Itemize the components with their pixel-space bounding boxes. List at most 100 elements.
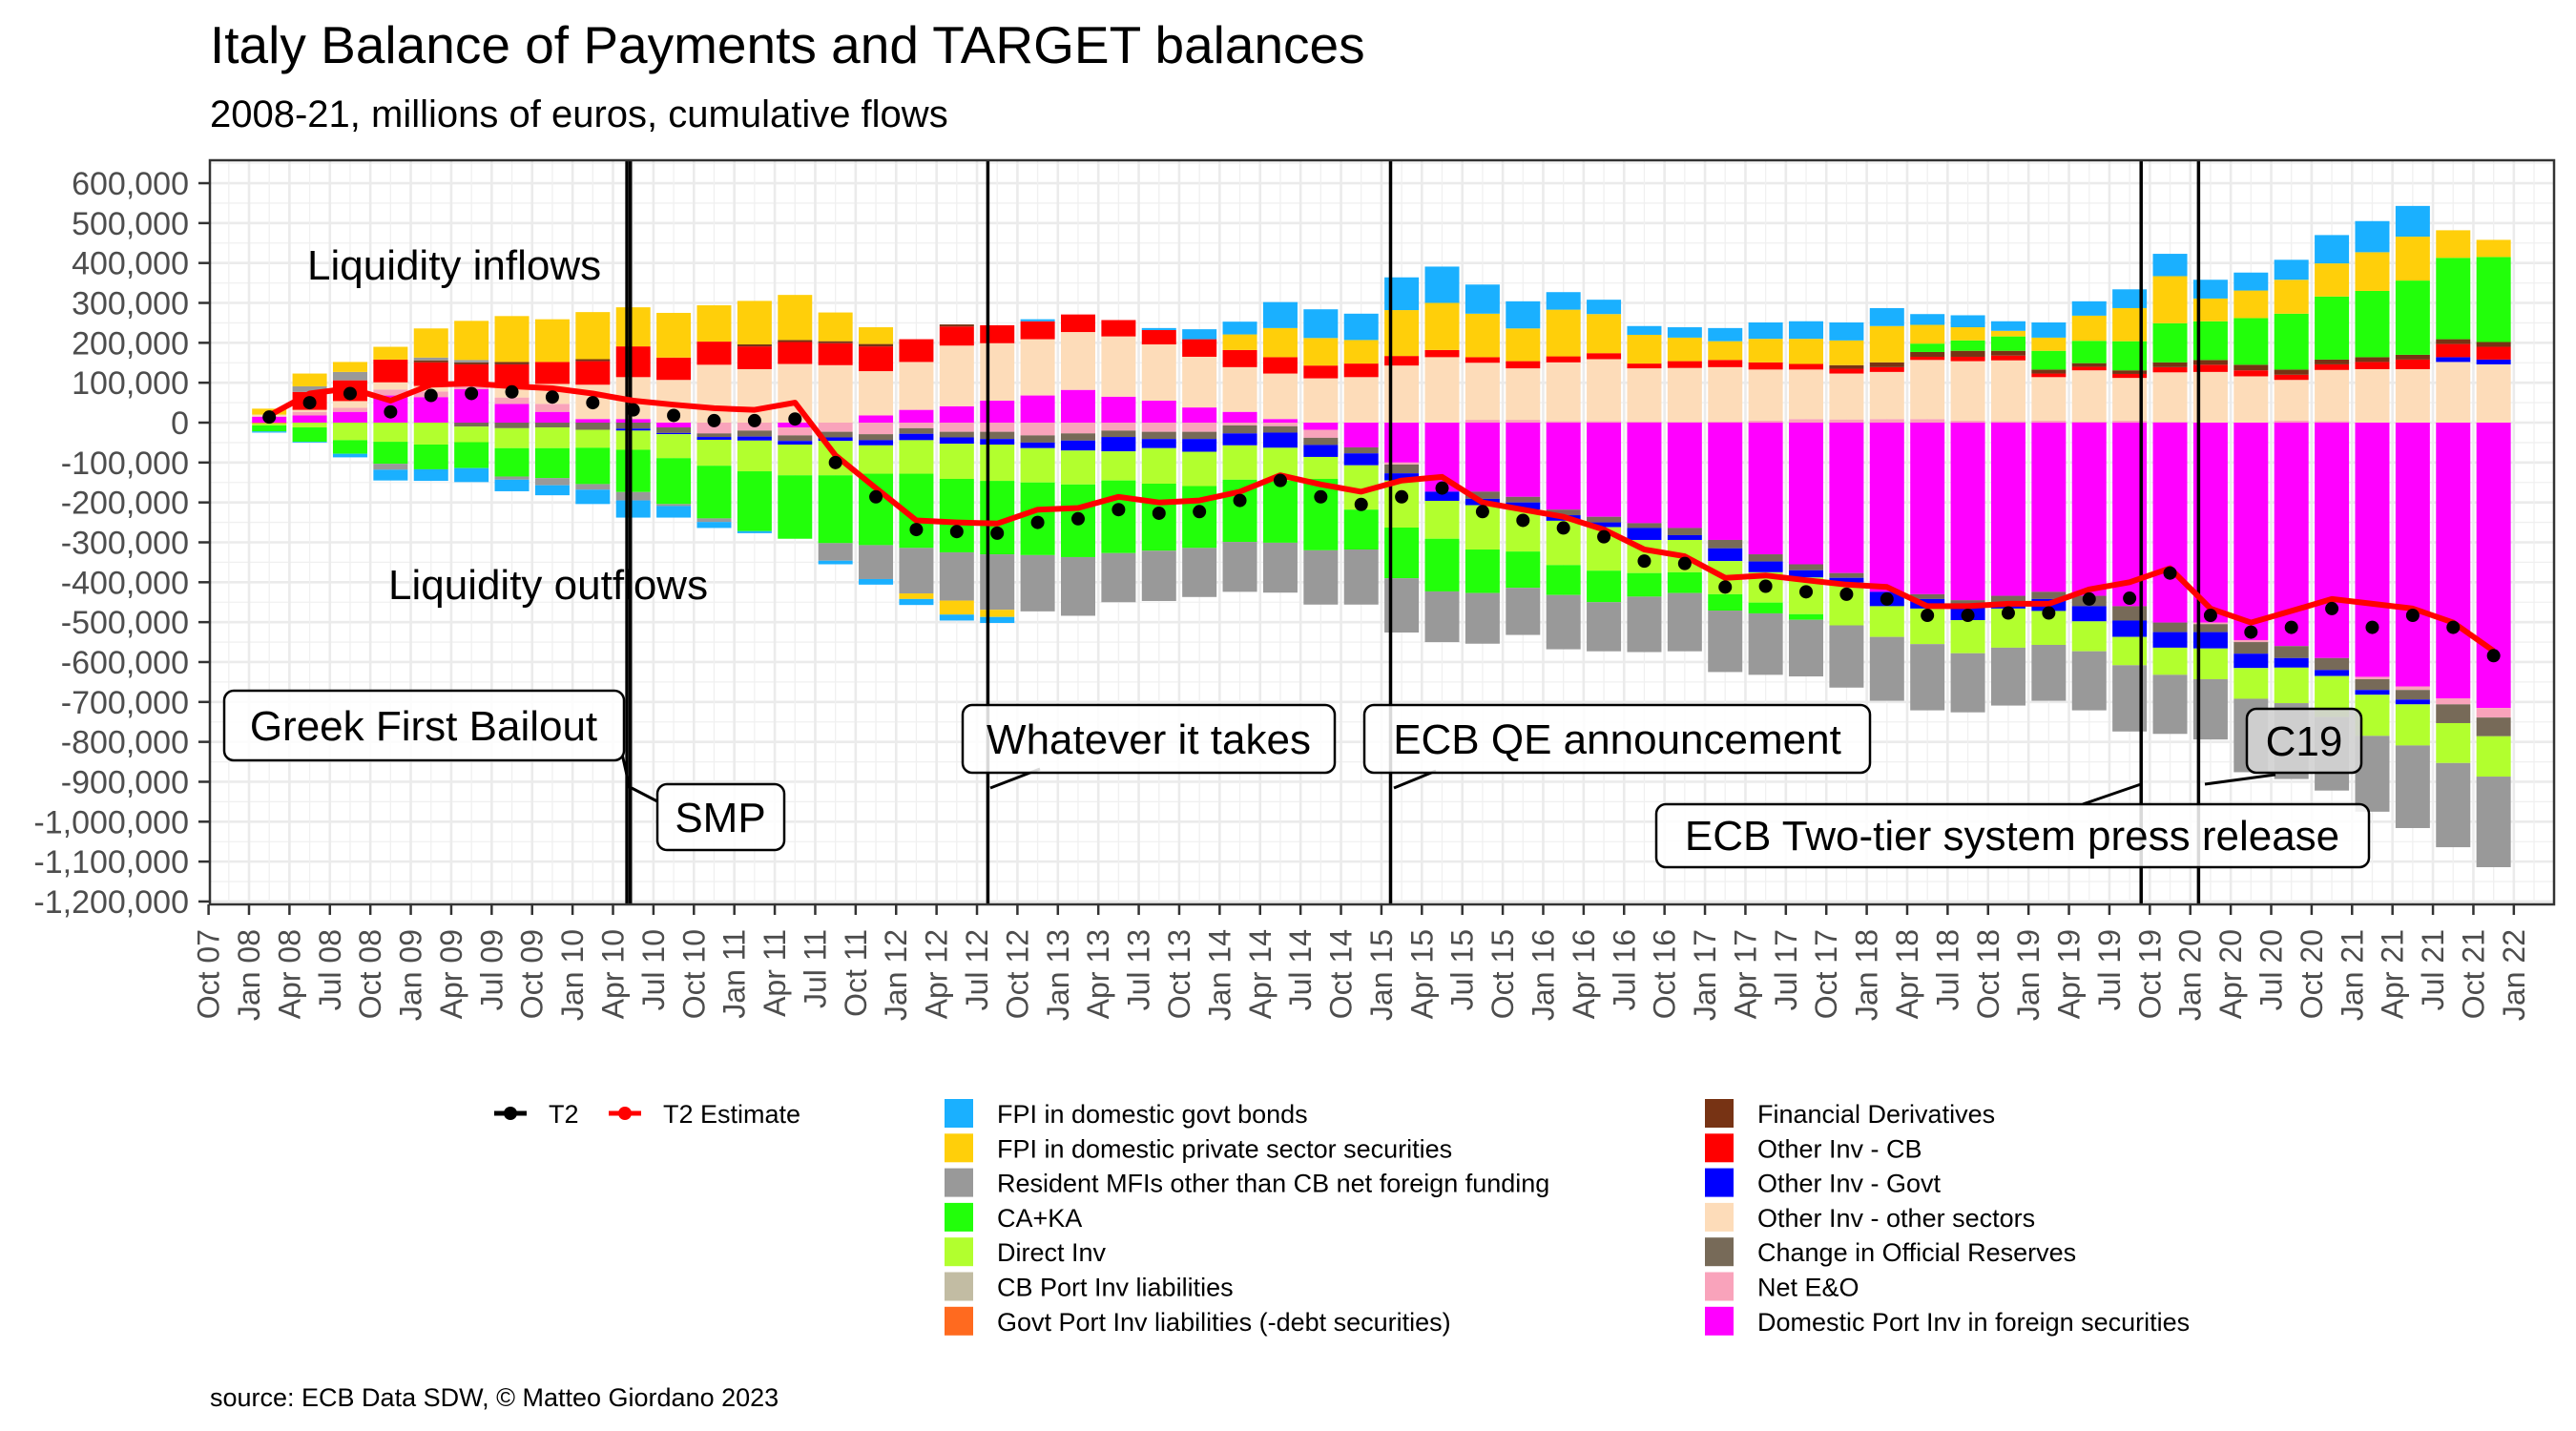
bar-segment-domestic-port-inv-in-foreign-securities (939, 405, 974, 423)
bar-segment-fpi-in-domestic-private-sector-securities (575, 312, 611, 360)
bar-segment-other-inv-other-sectors (1060, 332, 1095, 390)
bar-stack-2017-12 (1829, 322, 1864, 688)
bar-segment-domestic-port-inv-in-foreign-securities (1910, 423, 1945, 594)
bar-segment-resident-mfis-other-than-cb-net-foreign-funding (859, 545, 894, 579)
bar-segment-financial-derivatives (2436, 339, 2471, 344)
bar-segment-financial-derivatives (1990, 350, 2025, 356)
bar-segment-resident-mfis-other-than-cb-net-foreign-funding (1708, 611, 1743, 673)
bar-segment-net-e-o (1303, 429, 1339, 438)
bar-stack-2010-03 (575, 312, 611, 505)
bar-segment-net-e-o (2476, 708, 2511, 718)
x-tick-label: Jul 08 (313, 929, 347, 1010)
bar-stack-2010-12 (696, 305, 732, 529)
bar-segment-other-inv-govt (2274, 657, 2309, 668)
bar-segment-net-e-o (2071, 421, 2107, 423)
legend-swatch (1705, 1237, 1734, 1267)
bar-segment-net-e-o (1950, 420, 1985, 423)
t2-point (909, 523, 924, 537)
y-tick-label: -300,000 (61, 525, 189, 561)
x-tick-label: Apr 12 (920, 929, 954, 1019)
bar-segment-other-inv-govt (1384, 473, 1420, 481)
bar-segment-ca-ka (2395, 280, 2430, 355)
legend-dot-t2 (504, 1107, 517, 1120)
bar-segment-other-inv-other-sectors (1141, 344, 1176, 401)
bar-segment-fpi-in-domestic-govt-bonds (1869, 307, 1904, 326)
bar-segment-ca-ka (696, 466, 732, 519)
bar-segment-direct-inv (1141, 447, 1176, 484)
bar-segment-other-inv-cb (1829, 368, 1864, 374)
bar-segment-other-inv-cb (1546, 356, 1581, 363)
t2-point (1475, 505, 1489, 519)
bar-segment-other-inv-other-sectors (1303, 378, 1339, 423)
bar-segment-change-in-official-reserves (494, 423, 530, 428)
bar-segment-other-inv-cb (778, 342, 813, 364)
bar-segment-other-inv-other-sectors (1182, 356, 1217, 408)
bar-stack-2021-09 (2436, 230, 2471, 848)
bar-stack-2012-12 (1020, 319, 1055, 612)
x-tick-label: Jan 12 (879, 929, 913, 1021)
bar-segment-fpi-in-domestic-govt-bonds (2355, 220, 2390, 253)
legend-item: Other Inv - Govt (1705, 1168, 1942, 1198)
x-tick-label: Jan 16 (1526, 929, 1560, 1021)
x-tick-label: Apr 14 (1243, 929, 1278, 1019)
legend-item: CA+KA (945, 1202, 1082, 1233)
y-tick-label: 400,000 (72, 246, 189, 282)
bar-segment-direct-inv (656, 434, 692, 459)
leader-line-smp (631, 786, 658, 803)
bar-segment-domestic-port-inv-in-foreign-securities (615, 419, 651, 423)
y-tick-label: -900,000 (61, 764, 189, 800)
x-tick-label: Apr 11 (758, 929, 792, 1017)
bar-segment-resident-mfis-other-than-cb-net-foreign-funding (1424, 591, 1460, 643)
bar-segment-other-inv-other-sectors (2395, 368, 2430, 423)
bar-segment-other-inv-other-sectors (1020, 339, 1055, 396)
bar-segment-fpi-in-domestic-private-sector-securities (859, 327, 894, 344)
t2-point (949, 525, 964, 539)
bar-segment-domestic-port-inv-in-foreign-securities (2436, 423, 2471, 699)
legend-label: T2 (549, 1100, 579, 1129)
bar-segment-domestic-port-inv-in-foreign-securities (859, 415, 894, 423)
bar-stack-2017-03 (1708, 327, 1743, 673)
bar-segment-other-inv-cb (454, 363, 489, 383)
bar-segment-fpi-in-domestic-govt-bonds (413, 468, 448, 482)
bar-segment-change-in-official-reserves (2315, 657, 2350, 671)
bar-segment-resident-mfis-other-than-cb-net-foreign-funding (575, 484, 611, 490)
event-label-two-tier: ECB Two-tier system press release (1654, 802, 2371, 869)
bar-segment-change-in-official-reserves (1829, 572, 1864, 578)
legend-swatch (1705, 1202, 1734, 1232)
bar-segment-financial-derivatives (2152, 362, 2188, 367)
bar-segment-fpi-in-domestic-private-sector-securities (1546, 309, 1581, 357)
bar-segment-resident-mfis-other-than-cb-net-foreign-funding (615, 491, 651, 501)
bar-segment-fpi-in-domestic-private-sector-securities (454, 321, 489, 361)
bar-stack-2009-12 (534, 319, 570, 496)
bar-segment-fpi-in-domestic-private-sector-securities (1465, 313, 1500, 358)
bar-segment-change-in-official-reserves (1990, 595, 2025, 603)
t2-point (2042, 606, 2056, 620)
bar-segment-fpi-in-domestic-private-sector-securities (2233, 290, 2269, 319)
bar-segment-fpi-in-domestic-private-sector-securities (1990, 330, 2025, 337)
bar-segment-direct-inv (1950, 620, 1985, 653)
bar-segment-other-inv-other-sectors (1708, 366, 1743, 422)
bar-segment-fpi-in-domestic-private-sector-securities (818, 312, 853, 342)
bar-stack-2012-09 (980, 324, 1015, 623)
legend-swatch (945, 1133, 973, 1163)
bar-segment-fpi-in-domestic-govt-bonds (1829, 322, 1864, 341)
bar-segment-fpi-in-domestic-govt-bonds (1990, 321, 2025, 331)
x-tick-label: Jan 19 (2011, 929, 2046, 1021)
bar-segment-resident-mfis-other-than-cb-net-foreign-funding (1343, 550, 1379, 605)
t2-point (2405, 609, 2420, 623)
bar-stack-2021-12 (2476, 239, 2511, 867)
legend-swatch (1705, 1168, 1734, 1197)
x-tick-label: Apr 13 (1081, 929, 1115, 1019)
bar-segment-direct-inv (1020, 447, 1055, 483)
t2-point (626, 403, 640, 417)
bar-stack-2013-12 (1182, 329, 1217, 597)
bar-segment-other-inv-other-sectors (413, 385, 448, 392)
bar-segment-resident-mfis-other-than-cb-net-foreign-funding (1465, 592, 1500, 644)
bar-stack-2019-03 (2031, 322, 2067, 701)
bar-segment-domestic-port-inv-in-foreign-securities (1141, 400, 1176, 423)
bar-segment-direct-inv (1424, 500, 1460, 539)
bar-segment-ca-ka (1465, 550, 1500, 593)
t2-point (545, 390, 559, 404)
bar-segment-domestic-port-inv-in-foreign-securities (1182, 407, 1217, 423)
